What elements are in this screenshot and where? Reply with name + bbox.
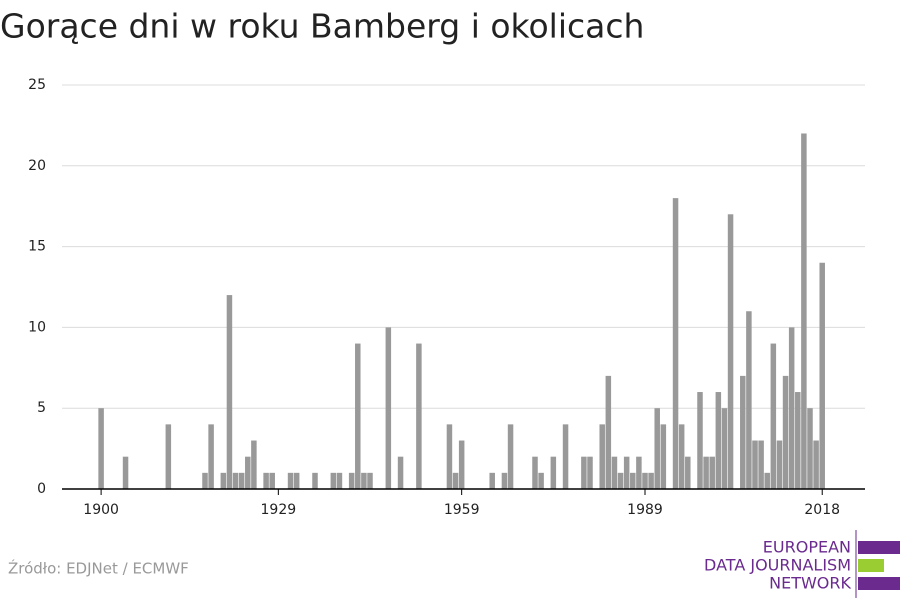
y-tick-label: 0: [37, 481, 46, 497]
bar: [605, 375, 612, 489]
bar: [263, 472, 269, 489]
bar: [220, 472, 227, 489]
bar: [807, 408, 813, 489]
bar: [672, 198, 679, 489]
bar: [507, 424, 514, 489]
x-tick-label: 1929: [261, 502, 297, 518]
x-tick-label: 1900: [83, 502, 119, 518]
bar: [587, 456, 593, 489]
bar: [630, 472, 636, 489]
logo-text: DATA JOURNALISM: [704, 556, 851, 575]
bar: [758, 440, 764, 489]
bar: [703, 456, 709, 489]
y-tick-label: 5: [37, 400, 46, 416]
logo-bar: [858, 541, 900, 554]
bar: [446, 424, 453, 489]
bar: [165, 424, 172, 489]
bar: [727, 214, 734, 489]
chart-title: Gorące dni w roku Bamberg i okolicach: [0, 7, 644, 46]
bar: [776, 440, 783, 489]
bar: [336, 472, 343, 489]
bar: [746, 311, 752, 489]
x-tick-label: 1959: [444, 502, 480, 518]
bar: [801, 133, 807, 490]
bar: [660, 424, 667, 489]
bar: [269, 472, 275, 489]
bar: [251, 440, 257, 489]
bar: [238, 472, 245, 489]
bar: [697, 392, 703, 489]
bar: [685, 456, 691, 489]
logo-bar: [858, 577, 900, 590]
bar: [648, 472, 654, 489]
bar: [416, 343, 422, 489]
bar: [721, 408, 728, 489]
bar: [611, 456, 618, 489]
bar: [642, 472, 648, 489]
bar: [232, 472, 239, 489]
bar: [245, 456, 251, 489]
logo-text: NETWORK: [769, 574, 851, 593]
x-tick-label: 1989: [627, 502, 663, 518]
bar: [599, 424, 605, 489]
bar: [636, 456, 642, 489]
bar: [397, 456, 404, 489]
bar: [678, 424, 685, 489]
bar: [312, 472, 318, 489]
bar: [122, 456, 129, 489]
bar: [764, 472, 770, 489]
bar: [550, 456, 557, 489]
y-tick-label: 25: [28, 77, 46, 93]
x-tick-label: 2018: [804, 502, 840, 518]
bar: [348, 472, 355, 489]
bar: [617, 472, 624, 489]
bar: [385, 327, 392, 489]
bar: [782, 375, 789, 489]
y-tick-label: 15: [28, 239, 46, 255]
bar: [208, 424, 214, 489]
bar: [489, 472, 495, 489]
bar: [752, 440, 758, 489]
bar: [788, 327, 795, 489]
bar: [287, 472, 294, 489]
y-tick-label: 20: [28, 158, 46, 174]
bar: [458, 440, 465, 489]
bar: [293, 472, 300, 489]
source: Źródło: EDJNet / ECMWF: [8, 559, 189, 578]
bar: [330, 472, 337, 489]
bar: [98, 408, 104, 489]
bar: [532, 456, 538, 489]
bar: [819, 262, 825, 489]
bar: [452, 472, 459, 489]
bar: [538, 472, 544, 489]
bar: [501, 472, 508, 489]
bar: [226, 295, 233, 489]
bar: [202, 472, 208, 489]
bar: [813, 440, 819, 489]
bar: [355, 343, 361, 489]
bar: [770, 343, 777, 489]
bar: [367, 472, 373, 489]
bar: [361, 472, 367, 489]
bar: [623, 456, 630, 489]
bar: [795, 392, 801, 489]
bar: [581, 456, 587, 489]
bar: [562, 424, 569, 489]
y-tick-label: 10: [28, 319, 46, 335]
logo-bar: [858, 559, 884, 572]
bar: [740, 375, 746, 489]
bar: [715, 392, 722, 489]
logo-text: EUROPEAN: [763, 538, 851, 557]
bar: [709, 456, 715, 489]
bar: [654, 408, 660, 489]
